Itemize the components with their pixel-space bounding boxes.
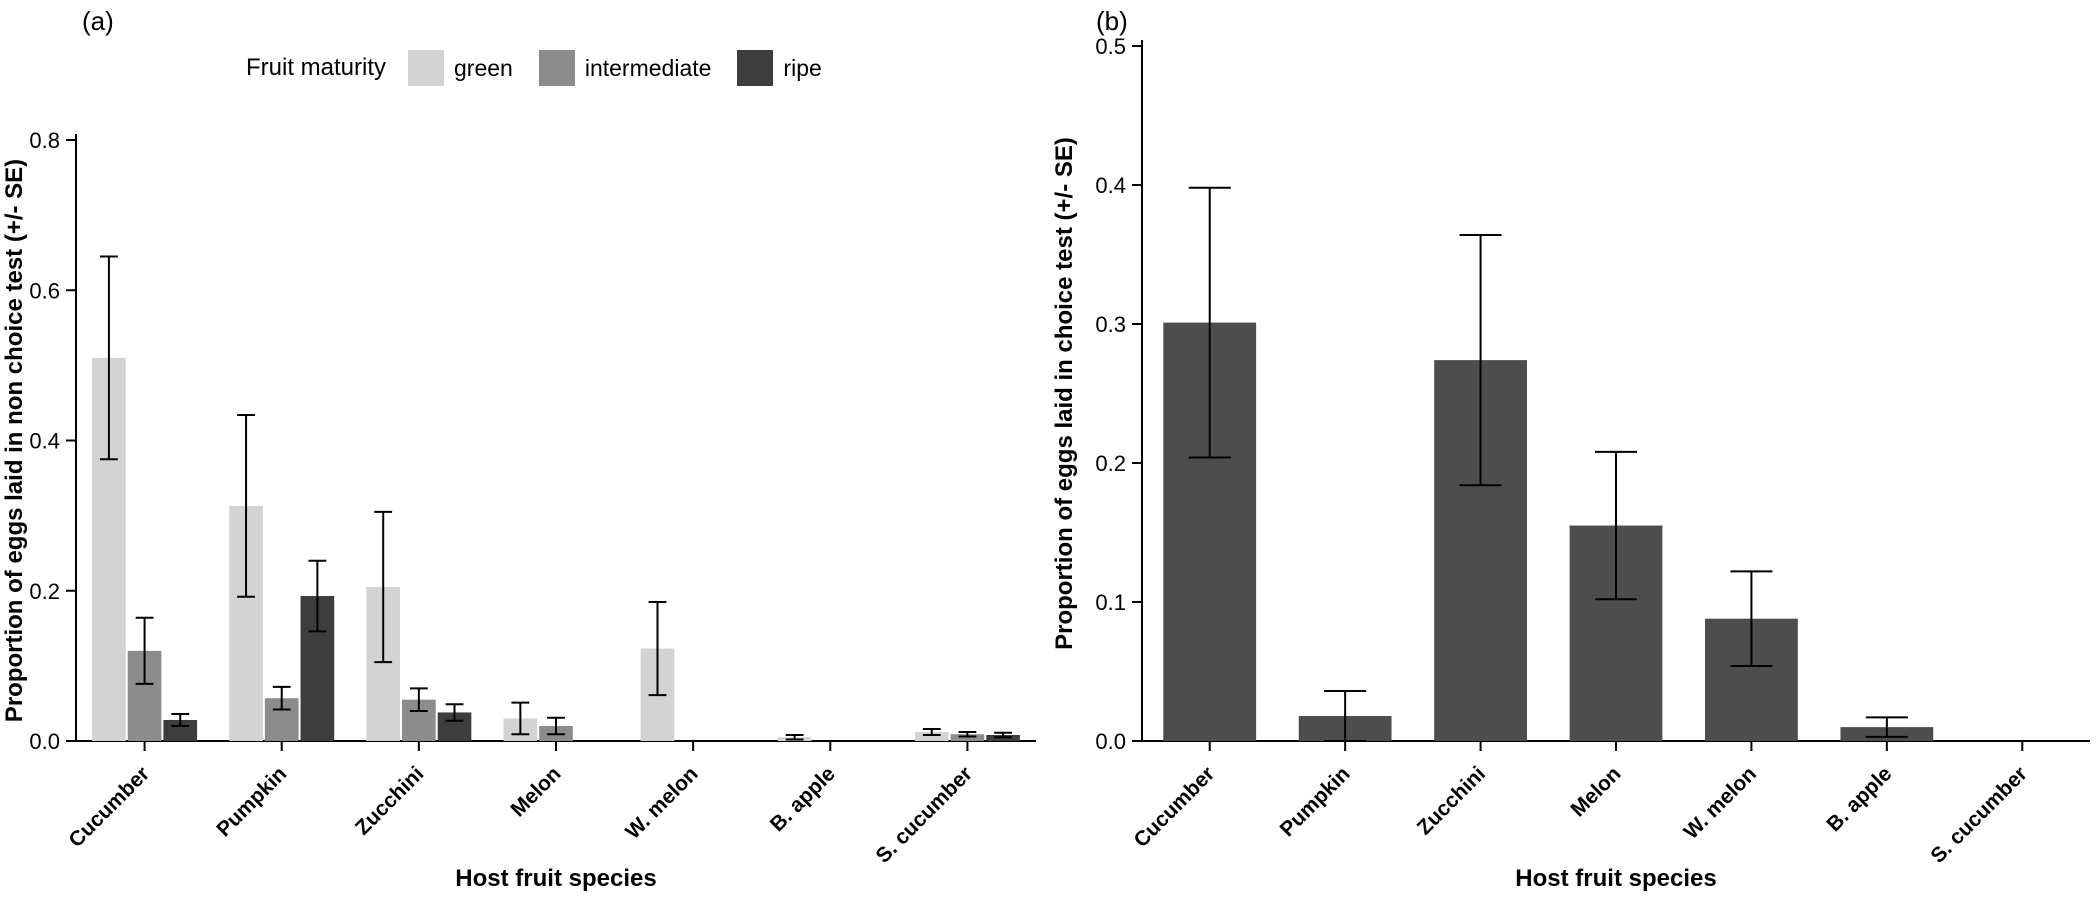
x-axis-title: Host fruit species xyxy=(1515,865,1716,892)
panel-b-label: (b) xyxy=(1096,6,1128,36)
x-tick-label: Melon xyxy=(1566,762,1625,821)
y-tick-label: 0.4 xyxy=(1095,173,1126,198)
legend-title: Fruit maturity xyxy=(246,54,387,81)
legend-item-green: green xyxy=(408,50,513,86)
legend-swatch-ripe xyxy=(737,50,774,86)
legend-swatch-green xyxy=(408,50,445,86)
y-tick-label: 0.5 xyxy=(1095,34,1126,59)
x-tick-label: Melon xyxy=(506,762,565,821)
x-tick-label: S. cucumber xyxy=(1926,762,2031,867)
x-tick-label: Cucumber xyxy=(1130,762,1220,852)
legend-label: intermediate xyxy=(584,54,712,81)
legend-label: ripe xyxy=(783,54,822,81)
y-tick-label: 0.0 xyxy=(1095,729,1126,754)
y-tick-label: 0.8 xyxy=(29,128,60,153)
x-tick-label: W. melon xyxy=(621,762,702,843)
y-axis-title: Proportion of eggs laid in choice test (… xyxy=(1051,137,1078,650)
x-tick-label: Zucchini xyxy=(351,762,428,839)
y-tick-label: 0.3 xyxy=(1095,312,1126,337)
x-tick-label: B. apple xyxy=(1822,762,1896,836)
y-tick-label: 0.0 xyxy=(29,729,60,754)
y-tick-label: 0.1 xyxy=(1095,590,1126,615)
legend: Fruit maturity green intermediate ripe xyxy=(246,50,848,86)
x-tick-label: Pumpkin xyxy=(212,762,291,841)
y-tick-label: 0.6 xyxy=(29,278,60,303)
x-tick-label: B. apple xyxy=(766,762,840,836)
chart-a: 0.0 0.2 0.4 0.6 0.8 Cucumber Pumpkin Zucchini Me… xyxy=(1,128,1036,892)
x-tick-label: S. cucumber xyxy=(872,762,977,867)
x-tick-label: Cucumber xyxy=(64,762,154,852)
x-tick-label: W. melon xyxy=(1680,762,1761,843)
legend-swatch-intermediate xyxy=(538,50,575,86)
bar-s-cucumber-intermediate xyxy=(950,734,985,741)
bar-s-cucumber-green xyxy=(914,731,949,741)
y-axis-title: Proportion of eggs laid in non choice te… xyxy=(1,159,28,722)
y-tick-label: 0.2 xyxy=(1095,451,1126,476)
y-tick-label: 0.2 xyxy=(29,579,60,604)
x-tick-label: Zucchini xyxy=(1413,762,1490,839)
panel-a-label: (a) xyxy=(82,6,114,36)
chart-b: 0.0 0.1 0.2 0.3 0.4 0.5 Cucumber Pumpkin Zucchin… xyxy=(1051,34,2090,892)
y-tick-label: 0.4 xyxy=(29,429,60,454)
legend-label: green xyxy=(454,54,513,81)
x-axis-title: Host fruit species xyxy=(455,865,656,892)
legend-item-ripe: ripe xyxy=(737,50,822,86)
panel-b: (b) 0.0 0.1 0.2 0.3 0.4 0.5 Cucumber Pumpkin Zuc… xyxy=(1050,0,2100,909)
legend-item-intermediate: intermediate xyxy=(538,50,712,86)
x-tick-label: Pumpkin xyxy=(1276,762,1355,841)
panel-a: (a) Fruit maturity green intermediate ripe … xyxy=(1,6,1036,892)
